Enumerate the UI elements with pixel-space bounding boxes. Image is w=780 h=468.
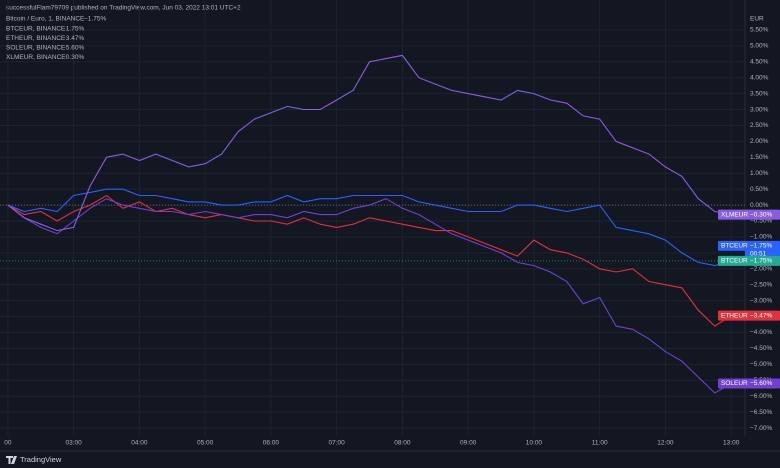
y-tick-label: 5.50% — [750, 27, 769, 34]
y-tick-label: 2.00% — [750, 138, 769, 145]
y-tick-label: −6.00% — [750, 393, 772, 400]
x-tick-label: 05:00 — [197, 440, 214, 447]
y-tick-label: −6.50% — [750, 409, 772, 416]
y-tick-label: −4.00% — [750, 329, 772, 336]
legend-entry: BTCEUR, BINANCE — [6, 26, 66, 33]
x-tick-label: 09:00 — [460, 440, 477, 447]
logo — [6, 456, 17, 464]
y-tick-label: −3.00% — [750, 297, 772, 304]
series-line — [7, 198, 732, 394]
y-tick-label: 4.50% — [750, 58, 769, 65]
price-tag — [718, 240, 780, 251]
y-tick-label: −2.00% — [750, 266, 772, 273]
series-line — [7, 188, 732, 267]
price-tag-symbol: ETHEUR — [721, 312, 748, 319]
header: successfulFlam79709 published on Trading… — [6, 5, 241, 12]
x-tick-label: 10:00 — [526, 440, 543, 447]
y-tick-label: −4.50% — [750, 345, 772, 352]
price-tag-value: −1.75% — [750, 243, 772, 250]
y-tick-label: 3.00% — [750, 106, 769, 113]
legend-entry: ETHEUR, BINANCE — [6, 35, 66, 42]
x-tick-label: 00 — [4, 440, 12, 447]
x-tick-label: 11:00 — [592, 440, 608, 447]
footer-brand: TradingView — [20, 455, 62, 464]
y-tick-label: −5.00% — [750, 361, 772, 368]
price-tag-symbol: XLMEUR — [721, 211, 748, 218]
price-tag-value: −3.47% — [750, 312, 772, 319]
price-tag — [718, 209, 780, 220]
x-tick-label: 04:00 — [131, 440, 148, 447]
price-tag-symbol: BTCEUR — [721, 258, 748, 265]
series-line — [7, 54, 732, 232]
legend-entry: XLMEUR, BINANCE — [6, 54, 66, 61]
y-tick-label: −0.50% — [750, 218, 772, 225]
price-tag-value: −5.60% — [750, 380, 772, 387]
price-tag — [718, 255, 780, 266]
y-tick-label: 3.50% — [750, 90, 769, 97]
price-tag-symbol: SOLEUR — [721, 380, 748, 387]
countdown-bg — [745, 249, 780, 258]
legend-title: Bitcoin / Euro, 1, BINANCE — [6, 16, 85, 23]
x-tick-label: 03:00 — [66, 440, 83, 447]
y-tick-label: 2.50% — [750, 122, 769, 129]
legend-change: −0.30% — [62, 54, 84, 61]
price-tag — [718, 378, 780, 389]
price-tag-value: −0.30% — [750, 211, 772, 218]
x-tick-label: 13:00 — [723, 440, 740, 447]
x-tick-label: 08:00 — [394, 440, 411, 447]
currency-label: EUR — [750, 16, 764, 23]
y-tick-label: 1.00% — [750, 170, 769, 177]
legend-change: −5.60% — [62, 45, 84, 52]
y-tick-label: 0.00% — [750, 202, 769, 209]
y-tick-label: 5.00% — [750, 43, 769, 50]
y-tick-label: −2.50% — [750, 281, 772, 288]
price-tag-value: −1.75% — [750, 258, 772, 265]
legend-entry: SOLEUR, BINANCE — [6, 45, 66, 52]
x-tick-label: 07:00 — [329, 440, 346, 447]
x-tick-label: 06:00 — [263, 440, 280, 447]
y-tick-label: 0.50% — [750, 186, 769, 193]
y-tick-label: −7.00% — [750, 425, 772, 432]
y-tick-label: 4.00% — [750, 74, 769, 81]
price-tag — [718, 310, 780, 321]
legend-change: −1.75% — [62, 26, 84, 33]
y-tick-label: −1.00% — [750, 234, 772, 241]
legend-change: −3.47% — [62, 35, 84, 42]
price-tag-symbol: BTCEUR — [721, 243, 748, 250]
x-tick-label: 12:00 — [657, 440, 674, 447]
y-tick-label: 1.50% — [750, 154, 769, 161]
countdown: 00:51 — [750, 251, 767, 258]
legend-change: −1.75% — [84, 16, 106, 23]
